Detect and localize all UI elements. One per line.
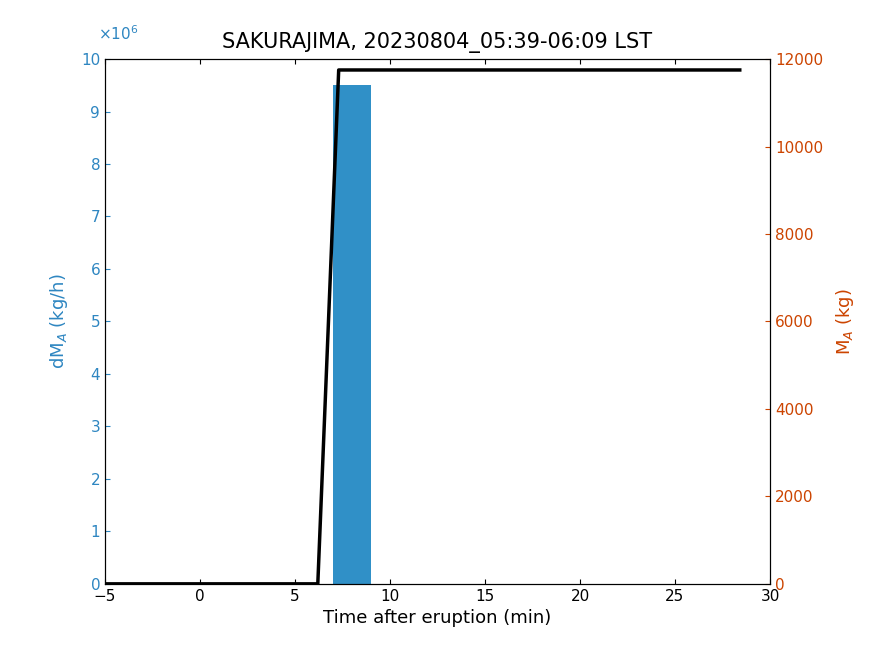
Y-axis label: M$_A$ (kg): M$_A$ (kg) xyxy=(834,288,856,355)
X-axis label: Time after eruption (min): Time after eruption (min) xyxy=(324,609,551,627)
Text: $\times 10^6$: $\times 10^6$ xyxy=(98,24,139,43)
Title: SAKURAJIMA, 20230804_05:39-06:09 LST: SAKURAJIMA, 20230804_05:39-06:09 LST xyxy=(222,32,653,53)
Bar xyxy=(333,85,371,584)
Y-axis label: dM$_A$ (kg/h): dM$_A$ (kg/h) xyxy=(48,274,70,369)
